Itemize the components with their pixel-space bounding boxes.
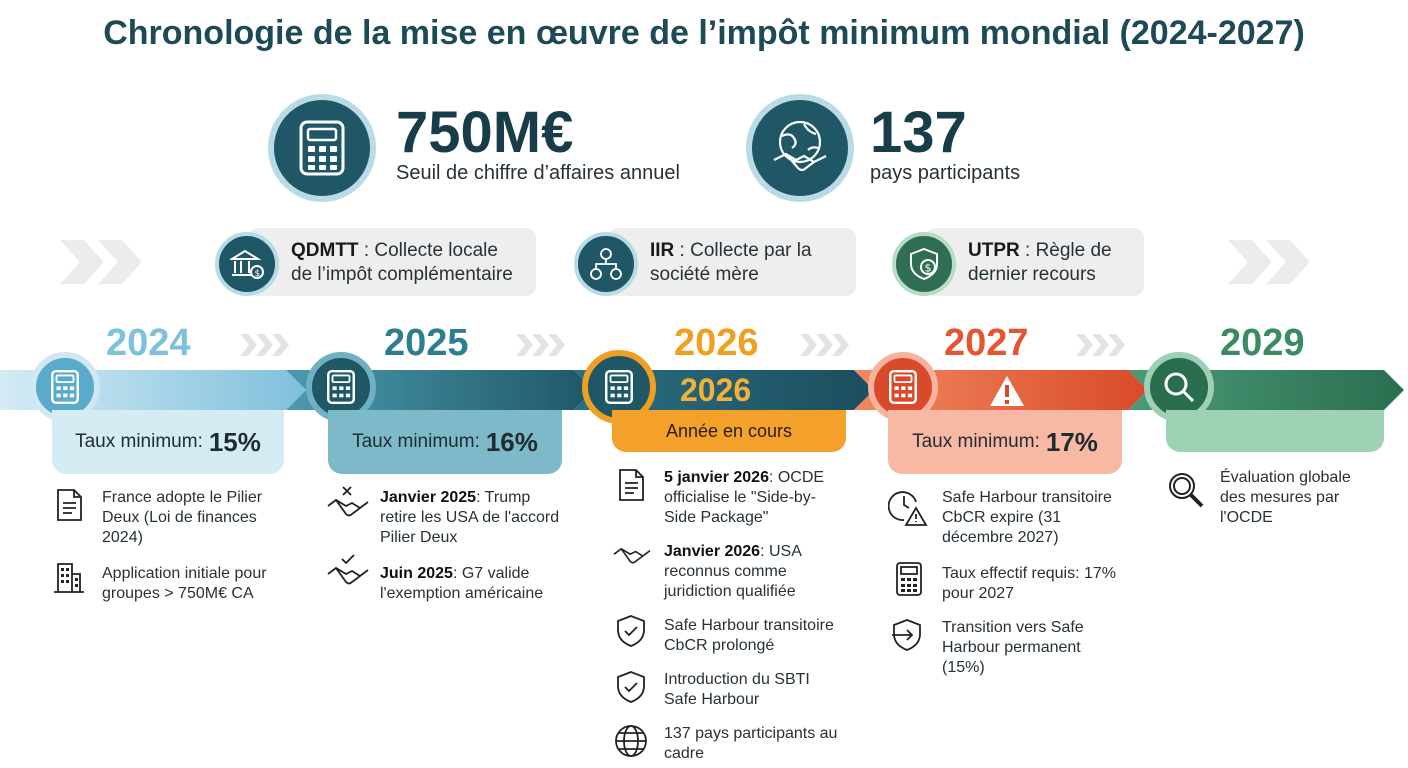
mechanism-utpr-name: UTPR <box>968 240 1020 261</box>
mechanism-utpr-desc1: : Règle de <box>1019 240 1112 261</box>
event-text: : Trump retire les USA de l'accord Pilie… <box>380 489 560 546</box>
mechanism-qdmtt-desc2: de l’impôt complémentaire <box>291 264 513 285</box>
rate-label-2024: Taux minimum: <box>75 431 203 452</box>
globe-handshake-icon <box>746 94 854 202</box>
rate-box-2029 <box>1166 410 1384 452</box>
mechanism-iir: IIR : Collecte par la société mère <box>650 239 850 287</box>
stat-threshold-label: Seuil de chiffre d’affaires annuel <box>396 162 680 184</box>
document-icon <box>57 489 82 521</box>
rate-box-2027: Taux minimum: 17% <box>888 410 1122 474</box>
calculator-icon <box>896 562 922 596</box>
year-label-2025: 2025 <box>384 322 469 364</box>
event-2027-3: Transition vers Safe Harbour permanent (… <box>942 618 1122 678</box>
year-label-2027: 2027 <box>944 322 1029 364</box>
rate-value-2024: 15% <box>208 426 261 457</box>
event-bold: 5 janvier 2026 <box>664 469 769 486</box>
event-text: 137 pays participants au cadre <box>664 725 838 762</box>
event-2025-2: Juin 2025: G7 valide l'exemption américa… <box>380 564 570 604</box>
rate-label-2025: Taux minimum: <box>352 431 480 452</box>
handshake-cancel-icon <box>327 486 369 517</box>
shield-dollar-icon: $ <box>892 232 956 296</box>
stat-countries-value: 137 <box>870 100 967 165</box>
stat-countries-label: pays participants <box>870 162 1021 184</box>
mechanism-qdmtt-desc1: : Collecte locale <box>358 240 498 261</box>
year-label-2026: 2026 <box>674 322 759 364</box>
mechanism-iir-name: IIR <box>650 240 675 261</box>
shield-check-icon <box>617 671 645 703</box>
rate-box-2026: Année en cours <box>612 410 846 452</box>
event-bold: Juin 2025 <box>380 565 453 582</box>
mechanism-iir-desc1: : Collecte par la <box>674 240 812 261</box>
event-text: France adopte le Pilier Deux (Loi de fin… <box>102 489 263 546</box>
event-2025-1: Janvier 2025: Trump retire les USA de l'… <box>380 488 560 548</box>
globe-icon <box>615 725 647 757</box>
mechanism-utpr-desc2: dernier recours <box>968 264 1096 285</box>
stat-threshold-value: 750M€ <box>396 100 574 165</box>
event-text: : G7 valide l'exemption américaine <box>380 565 544 602</box>
event-2027-1: Safe Harbour transitoire CbCR expire (31… <box>942 488 1122 548</box>
mechanism-iir-box <box>608 228 856 296</box>
calculator-icon <box>268 94 376 202</box>
event-bold: Janvier 2026 <box>664 543 761 560</box>
chevrons-small-4 <box>1076 334 1125 356</box>
event-2027-2: Taux effectif requis: 17% pour 2027 <box>942 564 1122 604</box>
page-title: Chronologie de la mise en œuvre de l’imp… <box>103 14 1305 52</box>
year-label-2024: 2024 <box>106 322 191 364</box>
chevrons-small-1 <box>240 334 289 356</box>
event-2026-4: Introduction du SBTI Safe Harbour <box>664 670 844 710</box>
event-2026-1: 5 janvier 2026: OCDE officialise le "Sid… <box>664 468 844 528</box>
rate-value-2027: 17% <box>1045 426 1098 457</box>
building-icon <box>54 563 84 593</box>
bank-icon: $ <box>215 232 279 296</box>
magnifier-icon <box>1169 473 1204 508</box>
hierarchy-icon <box>574 232 638 296</box>
chevrons-small-3 <box>800 334 849 356</box>
chevrons-small-2 <box>516 334 565 356</box>
event-2026-3: Safe Harbour transitoire CbCR prolongé <box>664 616 854 656</box>
rate-box-2024: Taux minimum: 15% <box>52 410 284 474</box>
event-text: : OCDE officialise le "Side-by-Side Pack… <box>664 469 825 526</box>
svg-text:$: $ <box>925 262 932 275</box>
rate-label-2027: Taux minimum: <box>912 431 1040 452</box>
year-label-2029: 2029 <box>1220 322 1305 364</box>
handshake-check-icon <box>327 554 369 585</box>
chevrons-right-decoration <box>1228 240 1310 284</box>
event-text: Application initiale pour groupes > 750M… <box>102 565 267 602</box>
event-2024-2: Application initiale pour groupes > 750M… <box>102 564 292 604</box>
mechanism-qdmtt: QDMTT : Collecte locale de l’impôt compl… <box>291 239 531 287</box>
handshake-icon <box>613 547 651 564</box>
mechanism-qdmtt-box <box>248 228 536 296</box>
event-text: Taux effectif requis: 17% pour 2027 <box>942 565 1117 602</box>
mechanism-iir-desc2: société mère <box>650 264 759 285</box>
event-text: Introduction du SBTI Safe Harbour <box>664 671 810 708</box>
rate-box-2025: Taux minimum: 16% <box>328 410 562 474</box>
chevrons-left-decoration <box>60 240 142 284</box>
event-text: : USA reconnus comme juridiction qualifi… <box>664 543 801 600</box>
shield-check-icon <box>617 615 645 647</box>
mechanism-utpr: UTPR : Règle de dernier recours <box>968 239 1138 287</box>
svg-text:$: $ <box>255 269 261 279</box>
event-2026-5: 137 pays participants au cadre <box>664 724 844 764</box>
event-text: Évaluation globale des mesures par l'OCD… <box>1220 469 1351 526</box>
event-text: Safe Harbour transitoire CbCR prolongé <box>664 617 834 654</box>
event-2026-2: Janvier 2026: USA reconnus comme juridic… <box>664 542 844 602</box>
current-year-subtitle: 2026 <box>680 372 752 408</box>
document-icon <box>619 469 644 501</box>
warning-icon <box>990 376 1024 406</box>
event-2029-1: Évaluation globale des mesures par l'OCD… <box>1220 468 1380 528</box>
clock-warning-icon <box>888 491 928 526</box>
rate-value-2025: 16% <box>485 426 538 457</box>
shield-arrow-icon <box>892 619 921 651</box>
event-text: Transition vers Safe Harbour permanent (… <box>942 619 1084 676</box>
mechanism-qdmtt-name: QDMTT <box>291 240 359 261</box>
event-2024-1: France adopte le Pilier Deux (Loi de fin… <box>102 488 282 548</box>
current-year-label: Année en cours <box>665 420 793 441</box>
event-text: Safe Harbour transitoire CbCR expire (31… <box>942 489 1112 546</box>
event-bold: Janvier 2025 <box>380 489 477 506</box>
mechanism-utpr-box <box>926 228 1144 296</box>
